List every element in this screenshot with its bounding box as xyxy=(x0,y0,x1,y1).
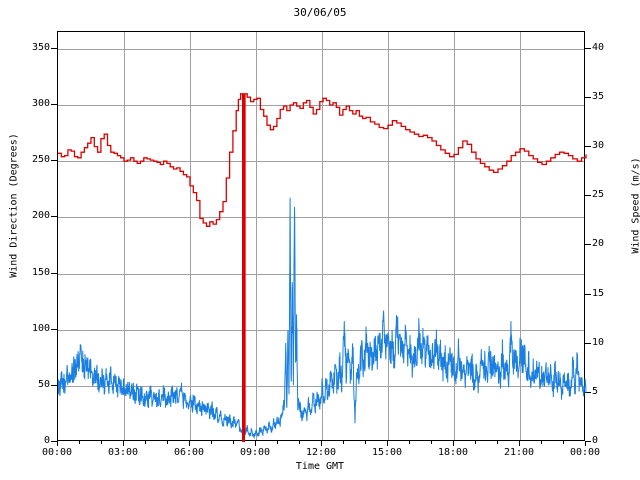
x-axis-minor-tickmark xyxy=(145,441,146,444)
chart-title: 30/06/05 xyxy=(293,6,347,19)
x-axis-minor-tickmark xyxy=(497,441,498,444)
y-axis-left-tickmark xyxy=(51,385,57,386)
x-axis-tickmark xyxy=(255,441,256,446)
gridline-horizontal xyxy=(58,217,584,218)
x-axis-minor-tickmark xyxy=(101,441,102,444)
x-axis-tickmark xyxy=(387,441,388,446)
y-axis-left-tickmark xyxy=(51,48,57,49)
x-axis-tick-0900: 09:00 xyxy=(239,447,271,458)
y-axis-right-tick-10: 10 xyxy=(592,337,605,348)
x-axis-tickmark xyxy=(519,441,520,446)
x-axis-tick-0000: 00:00 xyxy=(41,447,73,458)
x-axis-minor-tickmark xyxy=(563,441,564,444)
x-axis-tickmark xyxy=(585,441,586,446)
gridline-vertical xyxy=(520,32,521,440)
x-axis-minor-tickmark xyxy=(541,441,542,444)
x-axis-minor-tickmark xyxy=(431,441,432,444)
x-axis-tick-1500: 15:00 xyxy=(371,447,403,458)
y-axis-right-tick-15: 15 xyxy=(592,288,605,299)
x-axis-minor-tickmark xyxy=(167,441,168,444)
x-axis-tick-0600: 06:00 xyxy=(173,447,205,458)
y-axis-left-tick-350: 350 xyxy=(31,42,50,53)
y-axis-left-tickmark xyxy=(51,104,57,105)
y-axis-right-tickmark xyxy=(585,97,591,98)
y-axis-left-tickmark xyxy=(51,216,57,217)
gridline-vertical xyxy=(454,32,455,440)
y-axis-right-label: Wind Speed (m/s) xyxy=(630,157,640,254)
x-axis-minor-tickmark xyxy=(277,441,278,444)
gridline-horizontal xyxy=(58,386,584,387)
x-axis-minor-tickmark xyxy=(343,441,344,444)
gridline-vertical xyxy=(256,32,257,440)
gridline-horizontal xyxy=(58,105,584,106)
y-axis-left-tickmark xyxy=(51,329,57,330)
y-axis-left-tick-300: 300 xyxy=(31,98,50,109)
y-axis-right-tickmark xyxy=(585,146,591,147)
x-axis-label: Time GMT xyxy=(295,461,345,472)
x-axis-tick-1800: 18:00 xyxy=(437,447,469,458)
y-axis-right-tickmark xyxy=(585,441,591,442)
gridline-horizontal xyxy=(58,274,584,275)
y-axis-right-tick-35: 35 xyxy=(592,91,605,102)
y-axis-left-tickmark xyxy=(51,160,57,161)
y-axis-right-tickmark xyxy=(585,195,591,196)
gridline-horizontal xyxy=(58,161,584,162)
x-axis-minor-tickmark xyxy=(79,441,80,444)
y-axis-right-tick-20: 20 xyxy=(592,238,605,249)
x-axis-tick-0300: 03:00 xyxy=(107,447,139,458)
y-axis-left-tickmark xyxy=(51,273,57,274)
x-axis-tickmark xyxy=(123,441,124,446)
y-axis-right-tick-5: 5 xyxy=(592,386,599,397)
y-axis-right-tick-30: 30 xyxy=(592,140,605,151)
gridline-vertical xyxy=(322,32,323,440)
x-axis-minor-tickmark xyxy=(211,441,212,444)
x-axis-minor-tickmark xyxy=(365,441,366,444)
x-axis-minor-tickmark xyxy=(475,441,476,444)
x-axis-tickmark xyxy=(321,441,322,446)
plot-area xyxy=(57,31,587,442)
gridline-vertical xyxy=(388,32,389,440)
y-axis-left-tick-0: 0 xyxy=(43,435,50,446)
gridline-vertical xyxy=(190,32,191,440)
y-axis-right-tickmark xyxy=(585,392,591,393)
y-axis-left-tick-50: 50 xyxy=(37,379,50,390)
x-axis-tickmark xyxy=(453,441,454,446)
x-axis-tickmark xyxy=(189,441,190,446)
y-axis-right-tickmark xyxy=(585,48,591,49)
y-axis-left-tick-250: 250 xyxy=(31,154,50,165)
y-axis-right-tick-0: 0 xyxy=(592,435,599,446)
x-axis-minor-tickmark xyxy=(409,441,410,444)
x-axis-tickmark xyxy=(57,441,58,446)
y-axis-left-tick-150: 150 xyxy=(31,267,50,278)
x-axis-minor-tickmark xyxy=(233,441,234,444)
gridline-horizontal xyxy=(58,49,584,50)
y-axis-right-tickmark xyxy=(585,294,591,295)
y-axis-left-tickmark xyxy=(51,441,57,442)
y-axis-right-tick-40: 40 xyxy=(592,42,605,53)
y-axis-right-tickmark xyxy=(585,244,591,245)
y-axis-right-tickmark xyxy=(585,343,591,344)
x-axis-minor-tickmark xyxy=(299,441,300,444)
x-axis-tick-0000: 00:00 xyxy=(569,447,601,458)
series-line-wind-speed xyxy=(57,197,587,440)
x-axis-tick-1200: 12:00 xyxy=(305,447,337,458)
y-axis-right-tick-25: 25 xyxy=(592,189,605,200)
x-axis-tick-2100: 21:00 xyxy=(503,447,535,458)
y-axis-left-tick-100: 100 xyxy=(31,323,50,334)
gridline-vertical xyxy=(124,32,125,440)
series-line-wind-direction xyxy=(58,93,587,434)
series-layer xyxy=(57,93,587,442)
y-axis-left-tick-200: 200 xyxy=(31,210,50,221)
gridline-horizontal xyxy=(58,330,584,331)
